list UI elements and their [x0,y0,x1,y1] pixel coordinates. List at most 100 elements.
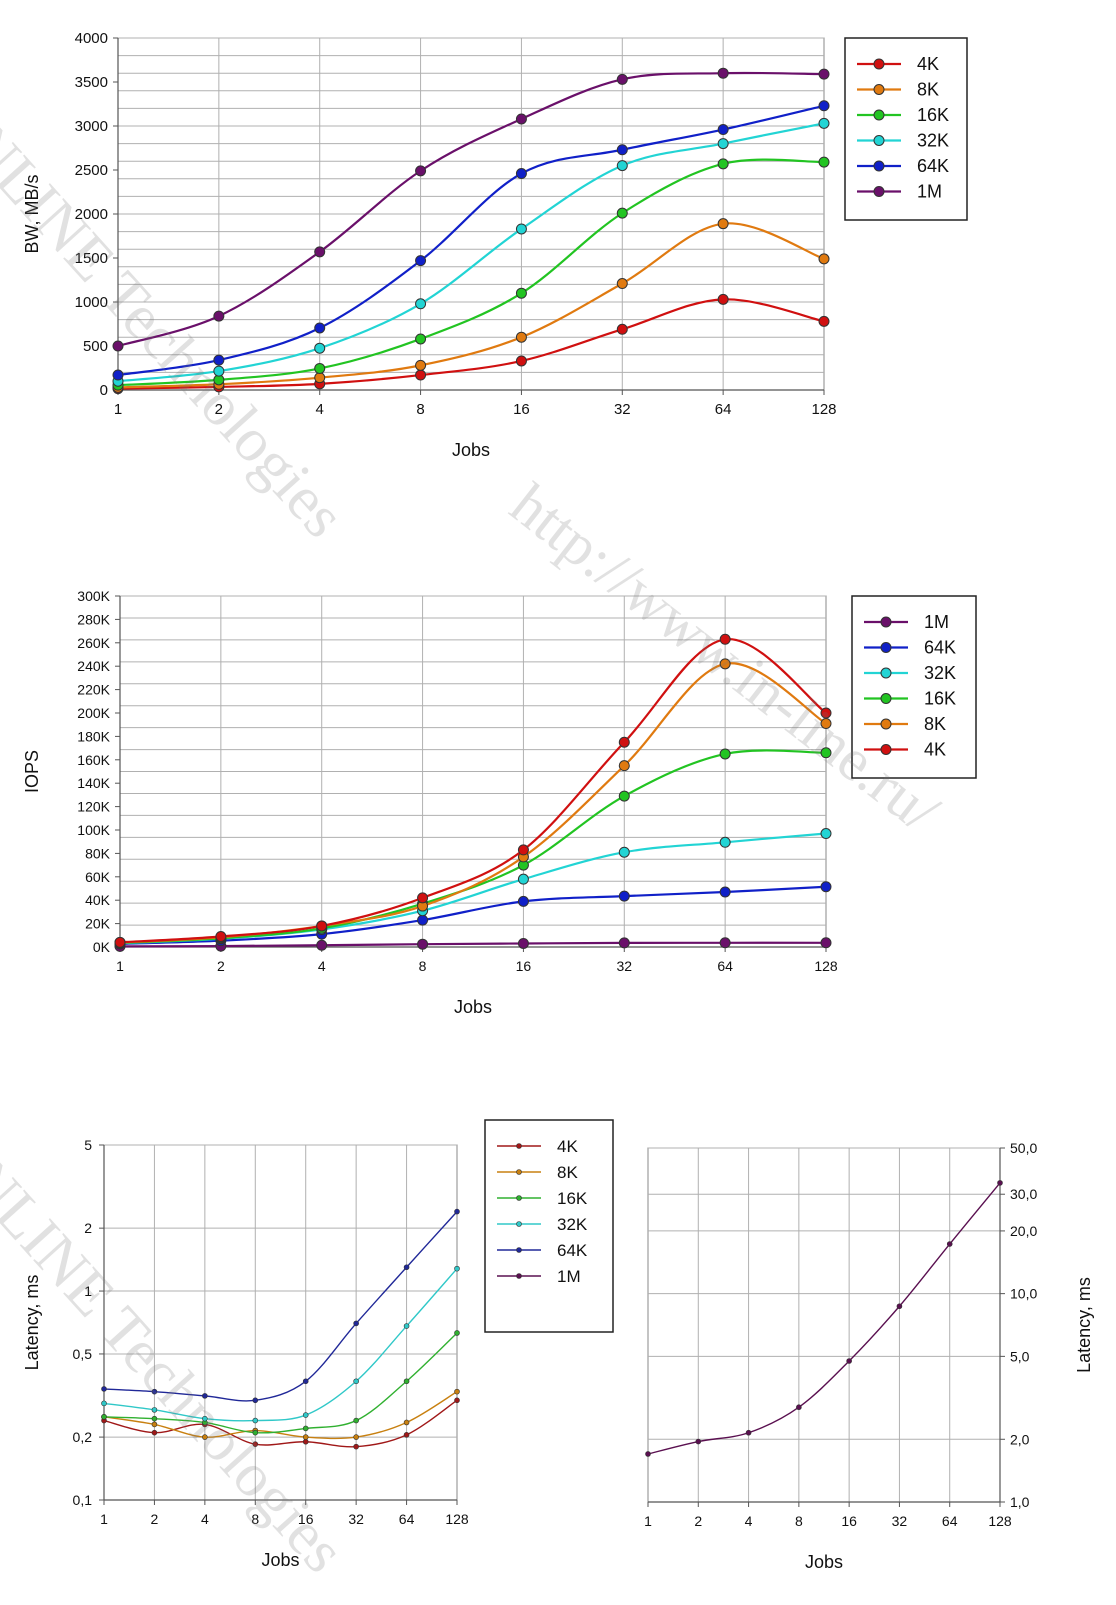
data-point-32K [415,298,427,310]
x-axis-label: Jobs [452,440,490,460]
legend-marker-4K [880,744,892,755]
series-line-16K [119,749,827,945]
data-point-32K [252,1417,259,1424]
plot-area [103,1144,458,1501]
chart-iops: 1 2 4 8 16 32 64 128 0K 20K 40K 60K 80K 100K 120K 140K 1… [22,588,977,1017]
data-point-1M [515,113,527,125]
legend-marker-16K [516,1195,522,1201]
data-point-32K [302,1412,309,1418]
legend-label-32K: 32K [917,131,949,151]
data-point-4K [616,323,628,335]
x-tick-label: 128 [814,958,838,974]
data-point-64K [202,1393,208,1399]
data-point-64K [101,1386,107,1392]
series-line-1M [647,1182,1001,1455]
legend-label-64K: 64K [557,1241,588,1260]
data-point-8K [719,658,731,670]
data-point-1M [517,937,529,949]
y-tick-label: 2,0 [1010,1431,1030,1447]
legend: 1M 64K 32K 16K 8K 4K [851,595,977,779]
legend-marker-32K [873,135,885,146]
data-point-32K [151,1407,158,1413]
x-tick-label: 4 [745,1513,753,1529]
series-line-8K [103,1391,458,1440]
legend-label-32K: 32K [557,1215,588,1234]
x-tick-label: 32 [892,1513,908,1529]
x-tick-label: 2 [215,401,223,418]
x-tick-label: 4 [318,958,326,974]
data-point-16K [353,1417,359,1424]
legend-label-32K: 32K [924,663,956,683]
legend-label-4K: 4K [557,1137,578,1156]
chart-latency_small: 1 2 4 8 16 32 64 128 0,1 0,2 0,5 1 2 5 Jobs Latency, ms… [22,1119,614,1570]
data-point-8K [820,718,832,730]
x-tick-label: 1 [114,401,122,418]
y-tick-label: 180K [77,728,110,744]
data-point-1M [719,937,731,949]
x-axis-label: Jobs [454,997,492,1017]
data-point-32K [616,160,628,172]
data-point-32K [454,1265,460,1272]
data-point-32K [403,1323,410,1329]
data-point-4K [717,293,729,305]
data-point-1M [946,1241,953,1247]
legend-label-16K: 16K [924,689,956,709]
legend-box [844,37,968,221]
legend-marker-4K [873,58,885,70]
data-point-4K [820,707,832,719]
data-point-8K [151,1421,158,1428]
x-tick-label: 32 [616,958,632,974]
x-tick-label: 64 [715,401,732,418]
data-point-1M [316,939,328,951]
data-point-4K [818,315,830,327]
x-tick-label: 128 [445,1511,469,1527]
legend-label-8K: 8K [557,1163,578,1182]
legend-marker-8K [880,718,892,730]
data-point-4K [515,355,527,367]
data-point-32K [820,828,832,840]
legend-marker-1M [516,1273,522,1279]
legend-marker-16K [873,109,885,121]
data-point-4K [302,1438,309,1445]
data-point-8K [403,1419,410,1426]
y-tick-label: 5 [84,1137,92,1153]
data-point-16K [717,158,729,170]
x-tick-label: 16 [516,958,532,974]
data-point-64K [719,886,731,898]
legend-marker-32K [880,667,892,679]
series-line-1M [117,71,825,348]
data-point-16K [454,1330,460,1336]
chart-bw: 1 2 4 8 16 32 64 128 0 500 1000 1500 2000 2500 3000 350… [22,30,968,460]
series-line-16K [117,158,825,387]
y-tick-label: 160K [77,752,110,768]
legend-label-1M: 1M [557,1267,581,1286]
series-line-64K [119,885,827,945]
data-point-8K [717,218,729,230]
data-point-4K [316,920,328,932]
legend-marker-64K [880,642,892,653]
data-point-64K [616,144,628,156]
legend-label-4K: 4K [924,740,946,760]
data-point-8K [454,1388,460,1395]
data-point-16K [415,333,427,345]
x-tick-label: 1 [116,958,124,974]
legend-box [851,595,977,779]
y-tick-label: 200K [77,705,110,721]
data-point-32K [515,223,527,235]
y-tick-label: 500 [83,338,108,355]
data-point-8K [618,760,630,772]
data-point-4K [417,892,429,904]
data-point-16K [151,1415,158,1422]
x-tick-label: 128 [988,1513,1012,1529]
x-tick-label: 4 [201,1511,209,1527]
x-tick-label: 128 [811,401,836,418]
data-point-4K [215,930,227,942]
x-tick-label: 4 [316,401,324,418]
y-axis-label: IOPS [22,750,42,793]
legend-label-16K: 16K [917,105,949,125]
series-line-64K [117,104,825,377]
y-tick-label: 0,2 [73,1429,93,1445]
data-point-32K [314,342,326,354]
data-point-1M [717,67,729,79]
